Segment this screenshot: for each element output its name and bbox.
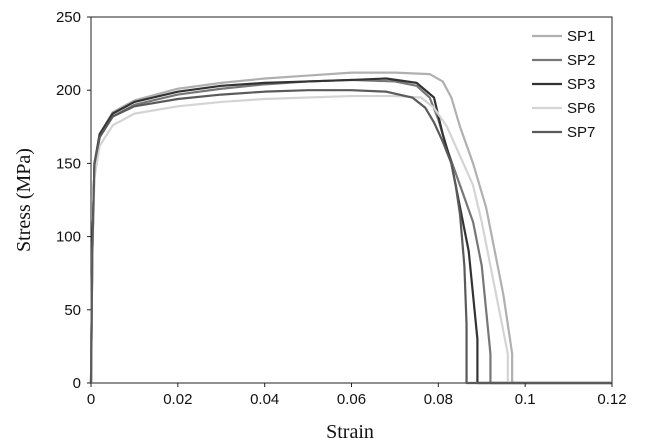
x-tick-label: 0.1: [515, 391, 536, 408]
legend-label-sp1: SP1: [567, 28, 595, 45]
y-tick-label: 200: [56, 82, 81, 99]
y-axis-title: Stress (MPa): [13, 148, 35, 252]
series-line-sp3: [89, 77, 612, 385]
y-tick-label: 250: [56, 9, 81, 26]
series-line-sp1: [89, 71, 612, 385]
legend-label-sp3: SP3: [567, 76, 595, 93]
legend-label-sp2: SP2: [567, 52, 595, 69]
series-line-sp2: [89, 78, 612, 385]
legend: SP1 SP2 SP3 SP6 SP7: [532, 28, 595, 141]
series-line-sp6: [89, 94, 612, 385]
legend-label-sp7: SP7: [567, 124, 595, 141]
x-tick-label: 0.08: [424, 391, 453, 408]
x-tick-label: 0.12: [597, 391, 626, 408]
legend-label-sp6: SP6: [567, 100, 595, 117]
x-axis-title: Strain: [326, 421, 374, 443]
x-tick-label: 0: [87, 391, 95, 408]
series-line-sp7: [89, 89, 612, 385]
x-tick-label: 0.04: [250, 391, 279, 408]
y-tick-label: 150: [56, 155, 81, 172]
x-tick-label: 0.06: [337, 391, 366, 408]
y-tick-label: 50: [64, 302, 81, 319]
x-tick-label: 0.02: [163, 391, 192, 408]
y-tick-label: 0: [73, 375, 81, 392]
y-tick-label: 100: [56, 229, 81, 246]
